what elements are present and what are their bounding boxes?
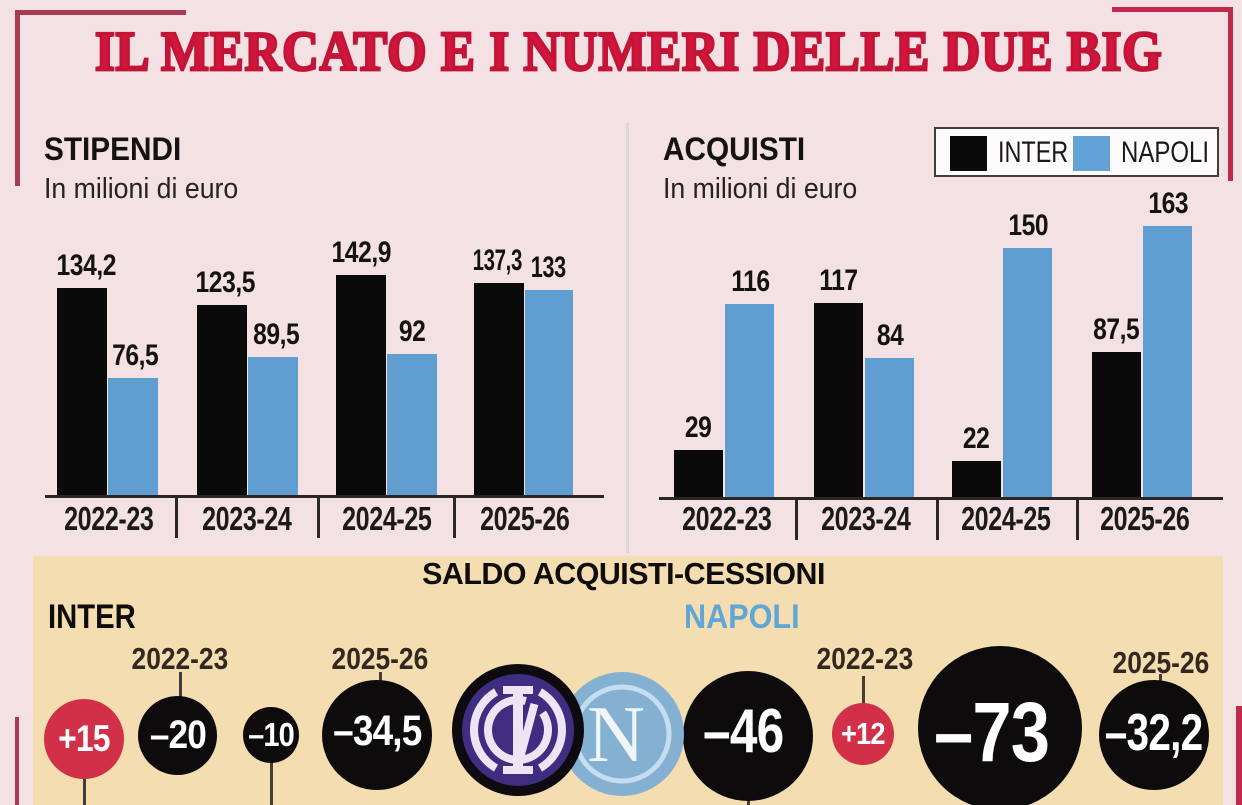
svg-text:N: N — [587, 691, 645, 779]
